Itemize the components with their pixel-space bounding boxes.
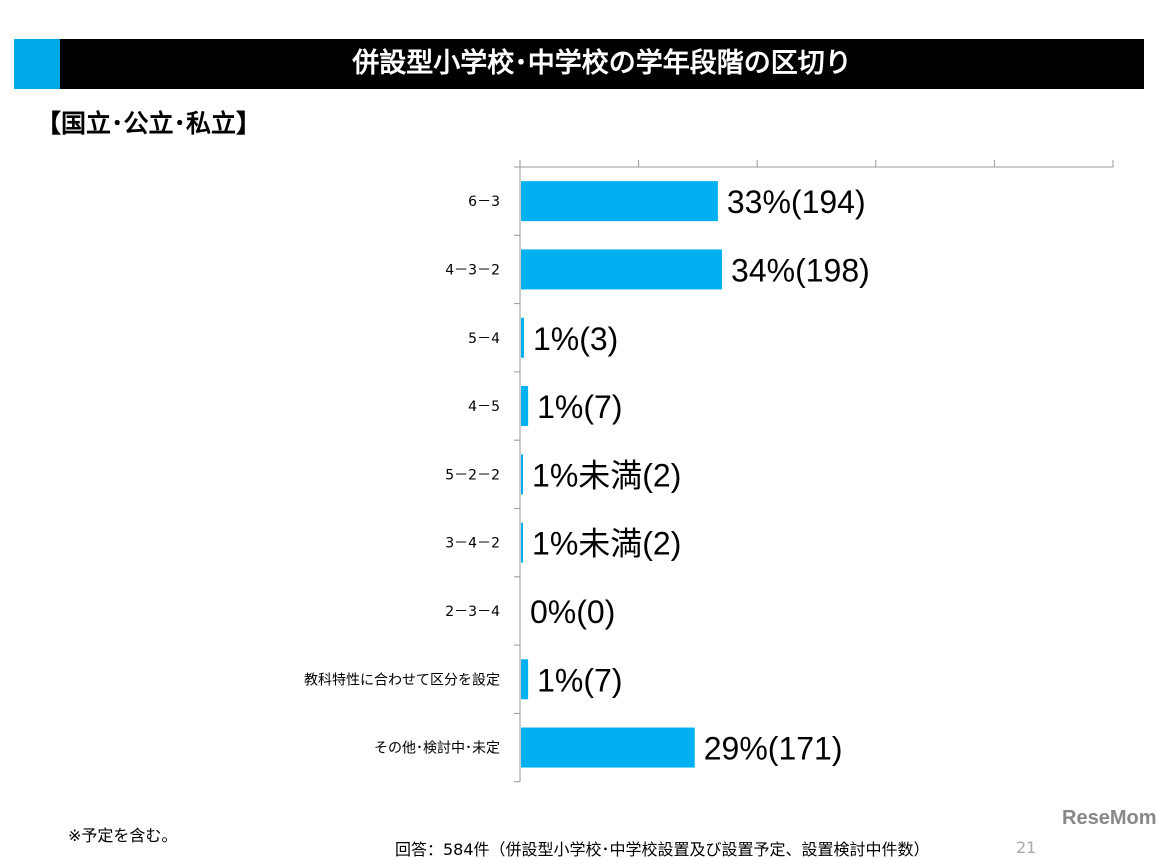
data-label: 1%(3) bbox=[533, 321, 618, 357]
source-note: 回答：584件（併設型小学校･中学校設置及び設置予定、設置検討中件数） bbox=[395, 840, 930, 859]
category-label: 2－3－4 bbox=[445, 604, 500, 620]
bar bbox=[521, 386, 529, 427]
bar bbox=[521, 522, 524, 563]
data-label: 34%(198) bbox=[731, 252, 870, 288]
data-label: 1%未満(2) bbox=[532, 526, 681, 562]
footnote: ※予定を含む。 bbox=[68, 826, 178, 845]
data-label: 1%未満(2) bbox=[532, 457, 681, 493]
bar bbox=[521, 181, 718, 222]
page-number: 21 bbox=[1016, 838, 1037, 857]
category-label: 5－4 bbox=[468, 331, 500, 347]
bar bbox=[521, 249, 723, 290]
data-label: 0%(0) bbox=[530, 594, 615, 630]
category-label: 4－3－2 bbox=[445, 262, 500, 278]
category-label: 教科特性に合わせて区分を設定 bbox=[304, 672, 500, 688]
category-label: その他･検討中･未定 bbox=[374, 741, 500, 757]
category-label: 6－3 bbox=[468, 194, 500, 210]
data-label: 33%(194) bbox=[727, 184, 866, 220]
bar bbox=[521, 659, 529, 700]
category-label: 5－2－2 bbox=[445, 467, 500, 483]
title-bar: 併設型小学校･中学校の学年段階の区切り bbox=[14, 39, 1144, 89]
bar bbox=[521, 727, 695, 768]
resemom-logo: ReseMom bbox=[1062, 807, 1157, 829]
slide-subtitle: 【国立･公立･私立】 bbox=[36, 109, 262, 138]
title-accent bbox=[14, 39, 60, 89]
data-label: 1%(7) bbox=[537, 389, 622, 425]
category-label: 3－4－2 bbox=[445, 536, 500, 552]
bar bbox=[521, 317, 524, 358]
slide-title: 併設型小学校･中学校の学年段階の区切り bbox=[352, 48, 852, 79]
bar bbox=[521, 454, 524, 495]
category-label: 4－5 bbox=[468, 399, 500, 415]
data-label: 1%(7) bbox=[537, 662, 622, 698]
data-label: 29%(171) bbox=[704, 731, 843, 767]
